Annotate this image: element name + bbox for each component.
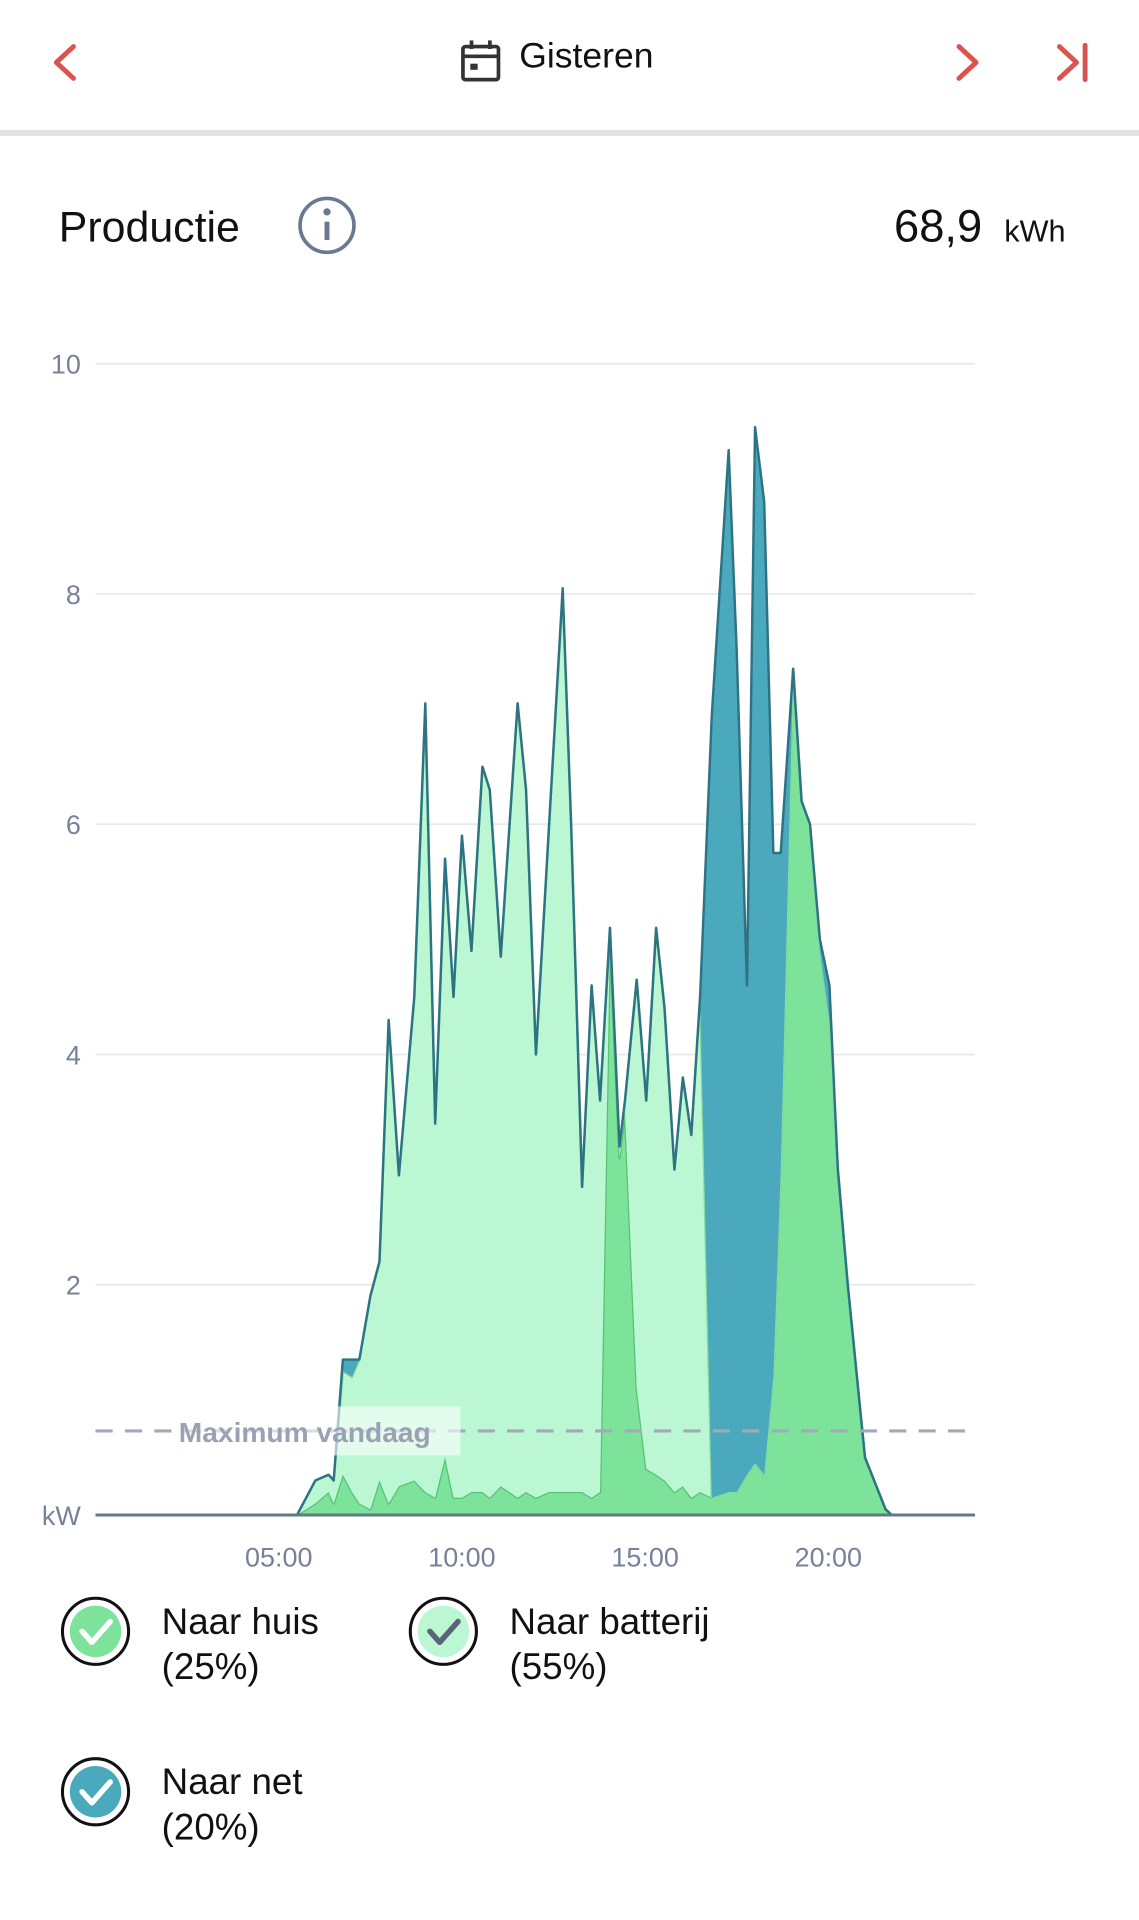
annotation-box	[171, 1406, 461, 1456]
legend-share: (55%)	[509, 1646, 607, 1687]
last-arrow[interactable]	[1056, 42, 1088, 83]
legend-label: Naar batterij	[509, 1601, 709, 1642]
legend-share: (20%)	[162, 1807, 260, 1848]
legend-check	[79, 1618, 113, 1646]
legend-share: (25%)	[162, 1646, 260, 1687]
x-tick-label: 10:00	[428, 1542, 495, 1572]
y-tick-label: 2	[66, 1271, 81, 1301]
y-tick-label: 4	[66, 1040, 81, 1070]
calendar-icon	[461, 40, 501, 82]
x-tick-label: 05:00	[245, 1542, 312, 1572]
section-title: Productie	[59, 203, 240, 251]
y-tick-label: kW	[42, 1501, 81, 1531]
x-tick-label: 15:00	[611, 1542, 678, 1572]
y-tick-label: 6	[66, 810, 81, 840]
legend-label: Naar huis	[162, 1601, 319, 1642]
total-value: 68,9	[894, 200, 982, 251]
area	[95, 427, 975, 1515]
legend-swatch	[69, 1605, 122, 1658]
y-tick-label: 10	[51, 350, 81, 380]
legend-item[interactable]: Naar net (20%)	[60, 1757, 303, 1848]
back-arrow[interactable]	[53, 44, 76, 81]
next-arrow[interactable]	[956, 44, 979, 81]
x-tick-label: 20:00	[795, 1542, 862, 1572]
legend-swatch	[417, 1605, 470, 1658]
legend-check	[427, 1618, 461, 1646]
separator	[0, 129, 1139, 136]
legend-check	[79, 1779, 113, 1806]
info-icon[interactable]	[298, 196, 356, 255]
area-line	[95, 425, 975, 1517]
legend-label: Naar net	[162, 1761, 303, 1802]
legend-item[interactable]: Naar huis(25%)	[60, 1596, 319, 1687]
legend-swatch	[69, 1766, 122, 1818]
legend-item[interactable]: Naar batterij(55%)	[408, 1596, 710, 1687]
y-tick-label: 8	[66, 580, 81, 610]
area	[95, 668, 975, 1515]
annotation-label: Maximum vandaag	[179, 1417, 431, 1448]
date-title: Gisteren	[519, 35, 653, 75]
total-unit: kWh	[1004, 214, 1065, 248]
